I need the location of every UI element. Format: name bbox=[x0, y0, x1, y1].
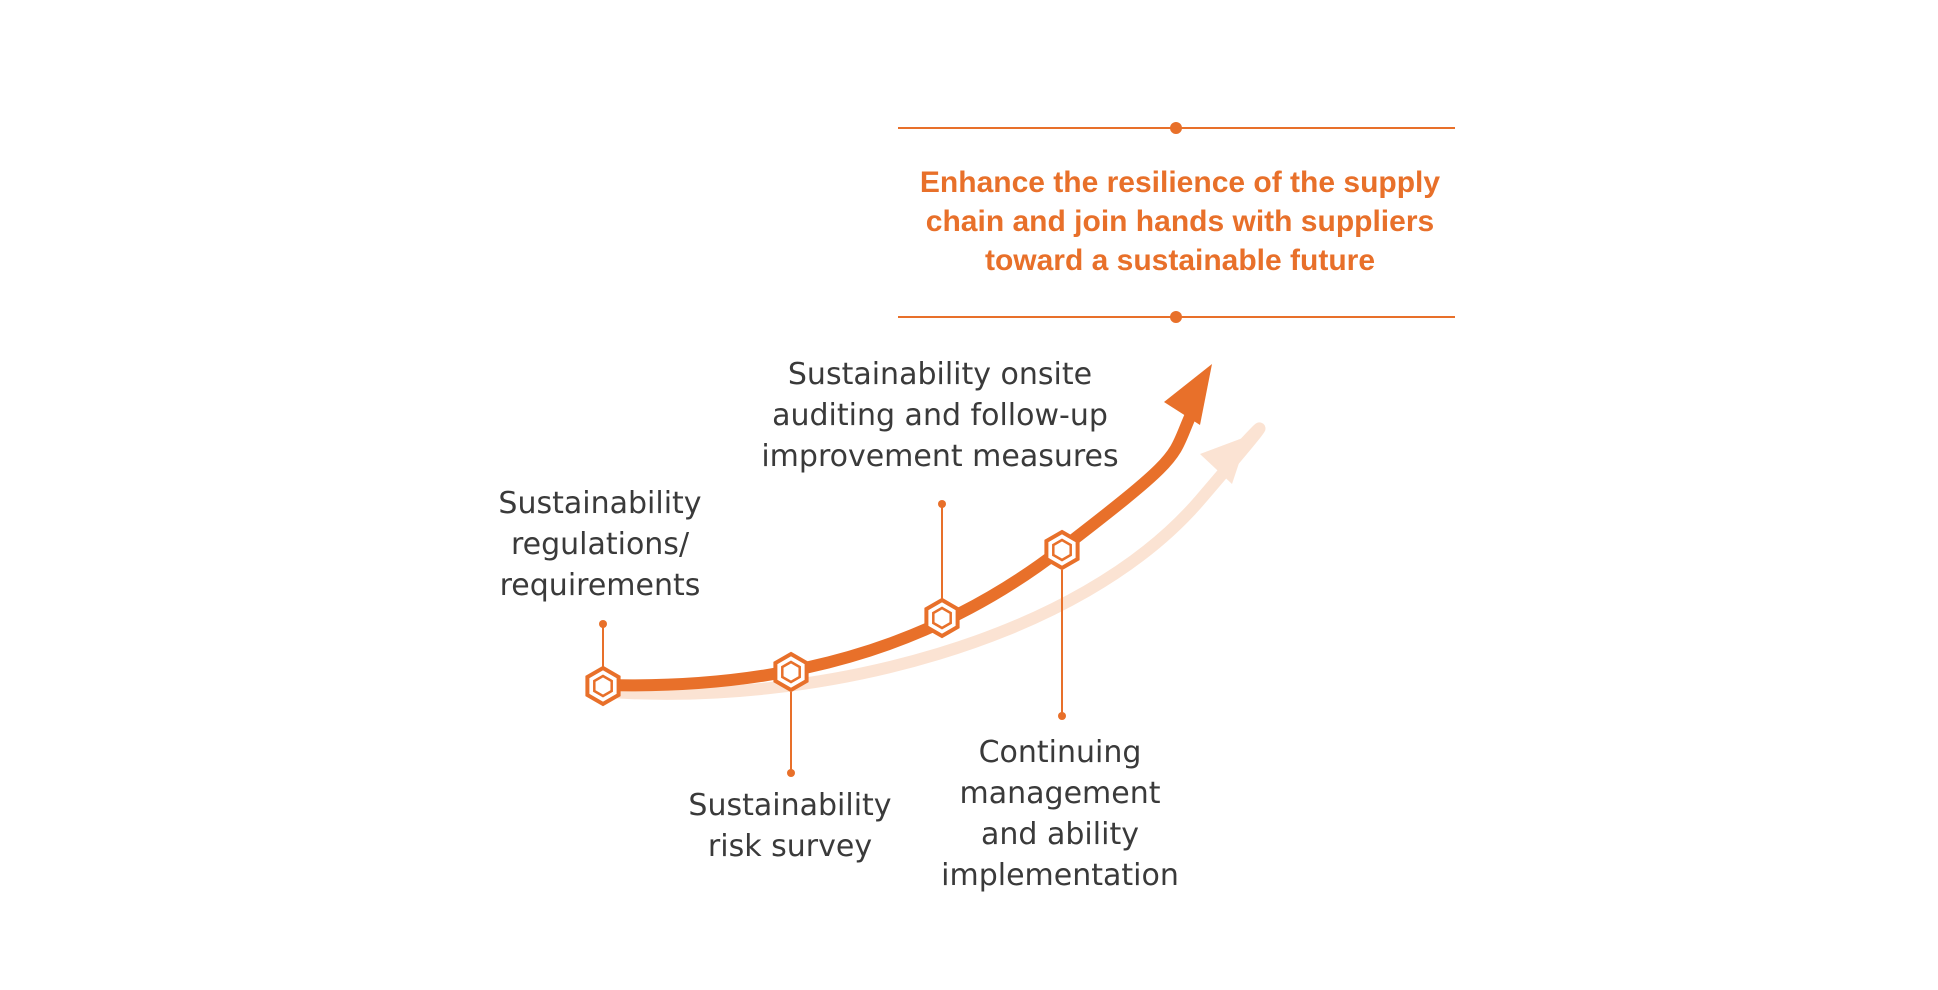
hexagon-marker-icon-1 bbox=[585, 665, 621, 707]
step-label-line: regulations/ bbox=[510, 527, 690, 562]
step-label-line: and ability bbox=[981, 817, 1139, 852]
shadow-arrowhead-icon bbox=[1200, 436, 1248, 484]
step-label-line: management bbox=[959, 776, 1161, 811]
goal-statement: Enhance the resilience of the supply cha… bbox=[895, 163, 1465, 280]
leader-line-1 bbox=[599, 620, 607, 667]
step-label-line: improvement measures bbox=[761, 439, 1119, 474]
goal-top-dot bbox=[1170, 122, 1182, 134]
step-label-line: auditing and follow-up bbox=[772, 398, 1108, 433]
growth-curve bbox=[597, 404, 1199, 692]
hexagon-marker-icon-4 bbox=[1044, 529, 1080, 571]
step-label-regulations: Sustainability regulations/ requirements bbox=[480, 483, 720, 606]
main-arrowhead-icon bbox=[1164, 364, 1212, 425]
goal-line: toward a sustainable future bbox=[984, 244, 1376, 277]
hexagon-marker-icon-3 bbox=[924, 597, 960, 639]
hexagon-marker-icon-2 bbox=[773, 651, 809, 693]
leader-line-2 bbox=[787, 692, 795, 777]
step-label-line: implementation bbox=[941, 858, 1179, 893]
leader-line-4 bbox=[1058, 570, 1066, 720]
goal-bottom-dot bbox=[1170, 311, 1182, 323]
step-label-line: Sustainability bbox=[498, 486, 702, 521]
step-label-line: requirements bbox=[499, 568, 701, 603]
goal-line: Enhance the resilience of the supply bbox=[919, 166, 1441, 199]
step-label-line: Sustainability bbox=[688, 788, 892, 823]
step-label-line: Continuing bbox=[978, 735, 1142, 770]
step-label-continuing-management: Continuing management and ability implem… bbox=[900, 732, 1220, 896]
step-label-risk-survey: Sustainability risk survey bbox=[630, 785, 950, 867]
step-label-line: Sustainability onsite bbox=[787, 357, 1093, 392]
leader-line-3 bbox=[938, 500, 946, 600]
goal-line: chain and join hands with suppliers bbox=[925, 205, 1435, 238]
step-label-onsite-auditing: Sustainability onsite auditing and follo… bbox=[740, 354, 1140, 477]
step-label-line: risk survey bbox=[707, 829, 873, 864]
